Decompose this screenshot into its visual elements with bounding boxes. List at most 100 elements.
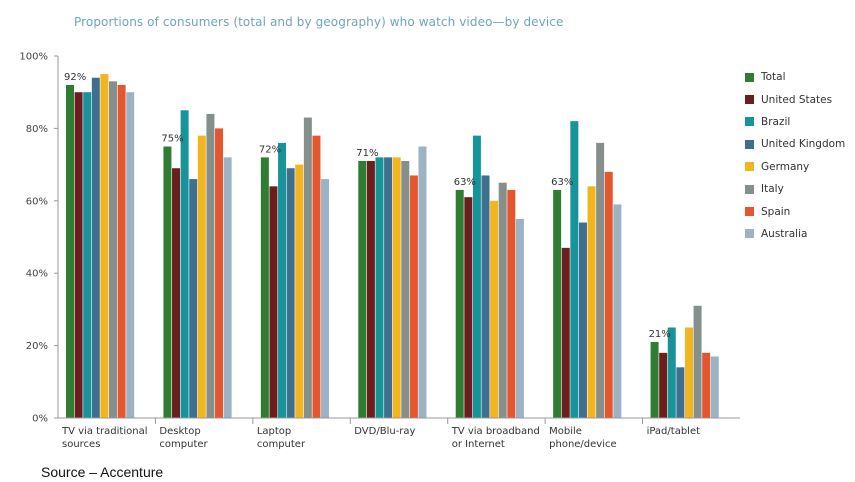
legend-label: Total bbox=[761, 71, 786, 84]
bar-1-3 bbox=[189, 179, 198, 418]
bar-2-3 bbox=[286, 168, 295, 418]
x-tick-label: phone/device bbox=[549, 439, 617, 450]
bar-0-2 bbox=[83, 92, 92, 418]
legend-swatch bbox=[745, 207, 754, 217]
y-tick-label: 20% bbox=[26, 341, 48, 352]
y-axis: 0% 20% 40% 60% 80% 100% bbox=[19, 52, 59, 425]
x-tick-label: iPad/tablet bbox=[647, 426, 701, 437]
bar-1-2 bbox=[180, 110, 189, 419]
bar-3-4 bbox=[392, 157, 401, 419]
bar-6-4 bbox=[684, 327, 693, 418]
x-tick-label: sources bbox=[62, 439, 100, 450]
bar-4-2 bbox=[472, 135, 481, 418]
bar-6-2 bbox=[667, 327, 676, 418]
bar-2-1 bbox=[269, 186, 278, 418]
bar-5-1 bbox=[561, 247, 570, 418]
bar-6-1 bbox=[659, 352, 668, 418]
data-label: 63% bbox=[454, 177, 476, 188]
bar-5-4 bbox=[587, 186, 596, 418]
bar-3-7 bbox=[418, 146, 427, 418]
legend-label: Spain bbox=[761, 205, 791, 218]
bars-group bbox=[66, 74, 719, 419]
bar-3-6 bbox=[409, 175, 418, 418]
bar-6-7 bbox=[710, 356, 719, 418]
legend-label: Italy bbox=[761, 183, 784, 196]
data-label: 92% bbox=[64, 72, 86, 83]
x-tick-label: Mobile bbox=[549, 426, 582, 437]
bar-4-6 bbox=[507, 189, 516, 418]
bar-2-7 bbox=[321, 179, 330, 418]
y-tick-label: 0% bbox=[32, 414, 48, 425]
bar-3-1 bbox=[366, 160, 375, 419]
legend-label: Brazil bbox=[761, 115, 791, 128]
legend-swatch bbox=[745, 139, 754, 149]
y-tick-label: 40% bbox=[26, 269, 48, 280]
bar-4-5 bbox=[498, 182, 507, 418]
bar-6-6 bbox=[702, 352, 711, 418]
bar-5-3 bbox=[578, 222, 587, 418]
bar-2-5 bbox=[303, 117, 312, 418]
bar-4-7 bbox=[515, 218, 524, 418]
y-tick-label: 100% bbox=[19, 52, 48, 63]
bar-4-3 bbox=[481, 175, 490, 418]
x-axis: TV via traditional sources Desktop computer… bbox=[58, 417, 740, 450]
legend-swatch bbox=[745, 184, 754, 194]
bar-3-0 bbox=[358, 160, 367, 419]
y-tick-label: 60% bbox=[26, 196, 48, 207]
bar-3-5 bbox=[401, 160, 410, 419]
y-tick-label: 80% bbox=[26, 124, 48, 135]
bar-5-2 bbox=[570, 121, 579, 418]
bar-1-7 bbox=[223, 157, 232, 419]
bar-2-0 bbox=[260, 157, 269, 419]
legend-label: United Kingdom bbox=[761, 138, 846, 151]
bar-0-0 bbox=[66, 84, 74, 419]
bar-0-1 bbox=[74, 92, 83, 418]
x-tick-label: computer bbox=[257, 439, 306, 450]
legend-item: Australia bbox=[745, 223, 845, 245]
bar-3-2 bbox=[375, 157, 384, 419]
bar-5-0 bbox=[553, 189, 562, 418]
legend-item: Italy bbox=[745, 178, 845, 200]
bar-5-7 bbox=[613, 204, 622, 418]
bar-2-2 bbox=[278, 142, 287, 418]
bar-0-4 bbox=[100, 74, 109, 418]
bar-1-6 bbox=[215, 128, 224, 418]
bar-1-4 bbox=[197, 135, 206, 418]
x-tick-label: computer bbox=[159, 439, 208, 450]
legend-item: United States bbox=[745, 88, 845, 110]
bar-6-0 bbox=[650, 341, 659, 418]
legend: Total United States Brazil United Kingdom Ge… bbox=[745, 66, 845, 245]
data-label: 63% bbox=[551, 177, 573, 188]
x-tick-label: TV via traditional bbox=[61, 426, 147, 437]
bar-1-1 bbox=[172, 168, 181, 418]
chart-title: Proportions of consumers (total and by g… bbox=[74, 15, 564, 29]
annotations-group: 92% 75% 72% 71% 63% 63% 21% bbox=[64, 72, 671, 340]
legend-swatch bbox=[745, 229, 754, 239]
x-tick-label: TV via broadband bbox=[451, 426, 540, 437]
data-label: 21% bbox=[649, 329, 671, 340]
bar-0-6 bbox=[117, 84, 126, 419]
bar-5-6 bbox=[604, 171, 613, 418]
x-tick-label: Desktop bbox=[159, 426, 200, 437]
legend-swatch bbox=[745, 95, 754, 105]
bar-4-1 bbox=[464, 197, 473, 418]
legend-item: Spain bbox=[745, 200, 845, 222]
bar-3-3 bbox=[384, 157, 393, 419]
data-label: 72% bbox=[259, 144, 281, 155]
bar-0-5 bbox=[109, 81, 117, 418]
data-label: 71% bbox=[356, 148, 378, 159]
bar-4-0 bbox=[455, 189, 464, 418]
bar-1-5 bbox=[206, 113, 215, 419]
legend-item: Germany bbox=[745, 156, 845, 178]
legend-item: Brazil bbox=[745, 111, 845, 133]
x-tick-label: Laptop bbox=[257, 426, 291, 437]
source-note: Source – Accenture bbox=[41, 464, 164, 480]
legend-swatch bbox=[745, 162, 754, 172]
bar-0-7 bbox=[126, 92, 135, 418]
legend-swatch bbox=[745, 72, 754, 82]
bar-6-5 bbox=[693, 305, 702, 418]
bar-5-5 bbox=[596, 142, 605, 418]
legend-label: Germany bbox=[761, 160, 810, 173]
legend-label: United States bbox=[761, 93, 833, 106]
